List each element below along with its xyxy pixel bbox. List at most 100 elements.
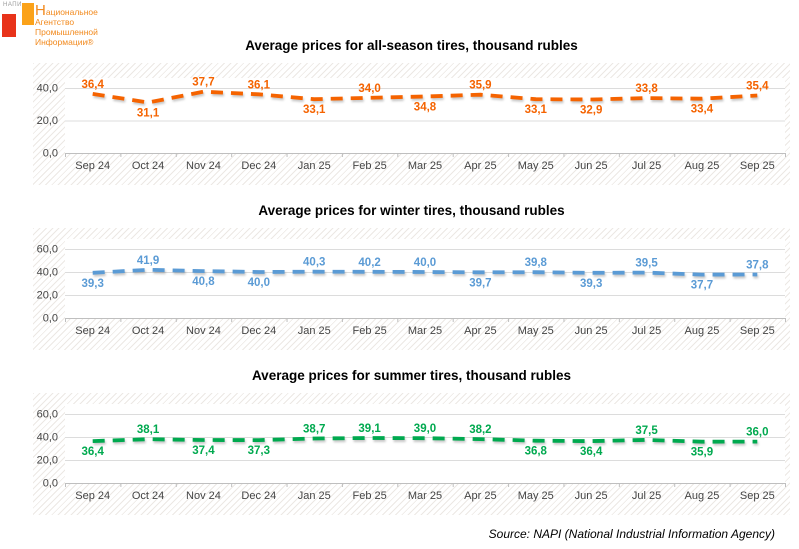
x-tick-label: Oct 24: [132, 325, 164, 337]
x-tick-label: Jan 25: [298, 325, 331, 337]
x-tick-label: Jul 25: [632, 160, 661, 172]
x-tick-label: Mar 25: [408, 160, 442, 172]
x-tick-label: May 25: [518, 325, 554, 337]
x-tick-label: Aug 25: [684, 160, 719, 172]
x-tick-label: May 25: [518, 160, 554, 172]
logo-orange-square: [22, 3, 34, 25]
x-tick-label: Sep 25: [740, 490, 775, 502]
y-tick-label: 60,0: [37, 409, 58, 421]
chart-title-all-season: Average prices for all-season tires, tho…: [245, 38, 578, 53]
x-tick-label: Sep 24: [75, 490, 110, 502]
chart-title-summer: Average prices for summer tires, thousan…: [251, 368, 572, 383]
data-label: 39,0: [414, 423, 436, 435]
chart-summer-svg: 0,0 20,0 40,0 60,0 Sep 24 Oct 24 Nov 24 Dec 24 J…: [37, 404, 786, 502]
data-label: 40,0: [248, 277, 270, 289]
logo-line: Агентство: [35, 17, 75, 27]
data-label: 36,4: [580, 446, 603, 458]
data-label: 34,8: [414, 101, 437, 113]
data-label: 35,4: [746, 80, 769, 92]
x-tick-label: Jul 25: [632, 325, 661, 337]
logo-line: Информации®: [35, 37, 94, 47]
plot-area: [65, 239, 785, 318]
chart-title-winter: Average prices for winter tires, thousan…: [258, 203, 565, 218]
data-label: 33,8: [635, 83, 658, 95]
data-label: 31,1: [137, 107, 160, 119]
data-label: 37,7: [192, 77, 214, 89]
plot-area: [65, 404, 785, 483]
data-label: 32,9: [580, 105, 602, 117]
x-tick-label: Oct 24: [132, 160, 164, 172]
data-label: 38,2: [469, 424, 491, 436]
data-label: 34,0: [358, 83, 380, 95]
x-tick-label: Nov 24: [186, 160, 221, 172]
y-tick-label: 20,0: [37, 115, 58, 127]
y-tick-label: 0,0: [43, 148, 58, 160]
data-label: 39,8: [525, 257, 548, 269]
data-label: 41,9: [137, 255, 159, 267]
data-label: 39,3: [81, 278, 103, 290]
x-tick-label: Aug 25: [684, 325, 719, 337]
x-tick-label: Apr 25: [464, 325, 496, 337]
source-note: Source: NAPI (National Industrial Inform…: [488, 527, 775, 541]
logo-text: Национальное Агентство Промышленной Инфо…: [35, 2, 98, 47]
y-tick-label: 0,0: [43, 313, 58, 325]
x-tick-label: Sep 24: [75, 160, 110, 172]
x-tick-label: Sep 25: [740, 325, 775, 337]
data-label: 35,9: [691, 447, 713, 459]
data-label: 33,4: [691, 104, 714, 116]
data-label: 39,5: [635, 258, 658, 270]
x-tick-label: Sep 25: [740, 160, 775, 172]
y-tick-label: 20,0: [37, 290, 58, 302]
x-tick-label: Mar 25: [408, 490, 442, 502]
data-label: 37,4: [192, 445, 215, 457]
data-label: 39,7: [469, 277, 491, 289]
x-tick-label: Sep 24: [75, 325, 110, 337]
logo-line: Национальное: [35, 2, 98, 19]
x-tick-label: Feb 25: [352, 490, 386, 502]
data-label: 36,4: [81, 79, 104, 91]
x-tick-label: Apr 25: [464, 160, 496, 172]
x-tick-label: Nov 24: [186, 325, 221, 337]
data-label: 40,8: [192, 276, 215, 288]
data-label: 36,0: [746, 427, 768, 439]
x-tick-label: Nov 24: [186, 490, 221, 502]
data-label: 37,7: [691, 280, 713, 292]
chart-winter-svg: 0,0 20,0 40,0 60,0 Sep 24 Oct 24 Nov 24 Dec 24 J…: [37, 239, 786, 337]
x-tick-label: Jun 25: [575, 490, 608, 502]
data-label: 38,1: [137, 424, 160, 436]
y-tick-label: 20,0: [37, 455, 58, 467]
x-tick-label: Feb 25: [352, 160, 386, 172]
x-tick-label: Feb 25: [352, 325, 386, 337]
x-tick-label: Dec 24: [241, 325, 276, 337]
x-tick-label: Aug 25: [684, 490, 719, 502]
chart-all-season-svg: 0,0 20,0 40,0 Sep 24 Oct 24 Nov 24 Dec 24 Jan 2…: [37, 77, 786, 172]
series-line: [92, 267, 758, 277]
chart-all-season: 0,0 20,0 40,0 Sep 24 Oct 24 Nov 24 Dec 24 Jan 2…: [33, 63, 790, 185]
plot-area: [65, 78, 785, 153]
y-tick-label: 40,0: [37, 83, 58, 95]
x-tick-label: Oct 24: [132, 490, 164, 502]
chart-winter: 0,0 20,0 40,0 60,0 Sep 24 Oct 24 Nov 24 Dec 24 J…: [33, 228, 790, 350]
x-tick-label: Mar 25: [408, 325, 442, 337]
x-tick-label: Jun 25: [575, 160, 608, 172]
y-tick-label: 40,0: [37, 267, 58, 279]
x-tick-label: Jul 25: [632, 490, 661, 502]
x-tick-label: Apr 25: [464, 490, 496, 502]
data-label: 33,1: [525, 104, 548, 116]
data-label: 33,1: [303, 104, 326, 116]
y-tick-label: 60,0: [37, 244, 58, 256]
data-label: 36,4: [81, 446, 104, 458]
x-tick-label: Jan 25: [298, 490, 331, 502]
logo-line: Промышленной: [35, 27, 98, 37]
logo-red-square: [2, 14, 16, 37]
data-label: 35,9: [469, 80, 491, 92]
data-label: 36,1: [248, 79, 271, 91]
data-label: 39,1: [358, 423, 381, 435]
x-tick-label: May 25: [518, 490, 554, 502]
data-label: 37,8: [746, 260, 769, 272]
data-label: 38,7: [303, 423, 325, 435]
napi-logo: НАПИ Национальное Агентство Промышленной…: [0, 0, 180, 60]
x-tick-label: Jun 25: [575, 325, 608, 337]
x-tick-label: Dec 24: [241, 490, 276, 502]
series-line: [92, 436, 758, 444]
